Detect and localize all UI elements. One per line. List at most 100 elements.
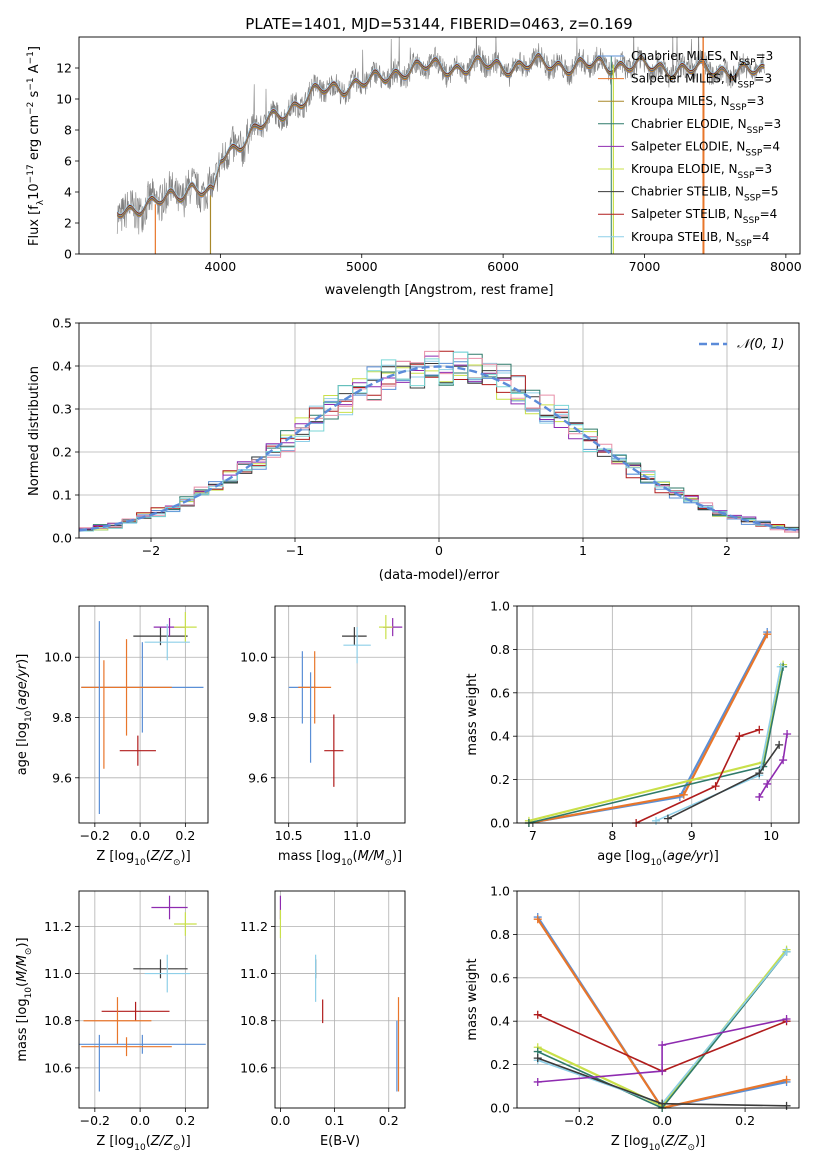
y-tick-label: 0.4 <box>52 359 72 374</box>
x-axis-label: (data-model)/error <box>379 568 500 583</box>
x-axis-label: wavelength [Angstrom, rest frame] <box>325 283 554 298</box>
y-tick-label: 11.2 <box>44 919 72 934</box>
weight-marker-4-2 <box>776 662 785 671</box>
x-tick-label: −1 <box>286 543 304 558</box>
weight-line-3 <box>537 951 788 1108</box>
axes-frame <box>78 36 801 255</box>
legend-label-2: Kroupa MILES, NSSP=3 <box>631 94 764 113</box>
y-tick-label: 0.0 <box>490 1101 510 1116</box>
weight-marker-5-0 <box>533 1054 542 1063</box>
y-tick-label: 9.8 <box>52 710 72 725</box>
y-tick-label: 0.3 <box>52 402 72 417</box>
weight-marker-1-2 <box>763 630 772 639</box>
y-axis-label: mass weight <box>465 673 480 755</box>
axes-frame <box>78 605 209 824</box>
gaussian-curve <box>79 365 799 532</box>
y-tick-label: 10.8 <box>44 1013 72 1028</box>
weight-marker-7-2 <box>779 756 788 765</box>
y-tick-label: 0.2 <box>490 1057 510 1072</box>
y-tick-label: 10.6 <box>240 1060 268 1075</box>
x-tick-label: 10.5 <box>275 828 303 843</box>
x-tick-label: 0.0 <box>270 1113 290 1128</box>
y-tick-label: 9.6 <box>248 770 268 785</box>
y-tick-label: 10.0 <box>44 650 72 665</box>
residuals-panel: −2 −1 0 1 2 0.0 0.1 0.2 0.3 0.4 0.5 𝒩(0, 1) (data-mo… <box>27 316 800 583</box>
legend-label-6: Chabrier STELIB, NSSP=5 <box>631 185 779 204</box>
x-axis-label: Z [log10(Z/Z⊙)] <box>96 849 190 868</box>
y-axis-label: Normed distribution <box>27 366 42 496</box>
weight-marker-5-0 <box>663 814 672 823</box>
spectrum-panel: 4000 5000 6000 7000 8000 0 2 4 6 8 10 12 Chabrier MI… <box>26 36 802 298</box>
y-tick-label: 9.8 <box>248 710 268 725</box>
y-tick-label: 11.0 <box>240 966 268 981</box>
y-tick-label: 11.2 <box>240 919 268 934</box>
x-tick-label: 0.2 <box>379 1113 399 1128</box>
x-tick-label: 5000 <box>346 259 378 274</box>
x-tick-label: 8000 <box>770 259 802 274</box>
legend-label-5: Kroupa ELODIE, NSSP=3 <box>631 162 772 181</box>
weight-line-1 <box>536 918 787 1108</box>
weight-marker-7-2 <box>658 1041 667 1050</box>
age-vs-metallicity-panel: −0.2 0.0 0.2 9.6 9.8 10.0 Z [log10(Z/Z⊙)] age [… <box>15 605 209 868</box>
y-tick-label: 11.0 <box>44 966 72 981</box>
weight-marker-1-0 <box>533 915 542 924</box>
y-axis-label: Flux [fλ10−17 erg cm−2 s−1 A−1] <box>26 46 46 246</box>
y-tick-label: 0.6 <box>490 685 510 700</box>
y-tick-label: 1.0 <box>490 599 510 614</box>
y-axis-label: mass weight <box>465 958 480 1040</box>
y-tick-label: 6 <box>64 154 72 169</box>
y-tick-label: 9.6 <box>52 770 72 785</box>
weight-marker-4-0 <box>652 816 661 825</box>
x-tick-label: −0.2 <box>80 828 110 843</box>
weight-marker-1-2 <box>782 1075 791 1084</box>
x-tick-label: 0.2 <box>735 1113 755 1128</box>
model-spectrum-8 <box>116 52 765 215</box>
y-tick-label: 0.0 <box>490 816 510 831</box>
weight-marker-7-1 <box>658 1067 667 1076</box>
x-tick-label: 0.2 <box>175 1113 195 1128</box>
y-tick-label: 2 <box>64 216 72 231</box>
y-tick-label: 0.5 <box>52 316 72 331</box>
weight-marker-7-1 <box>763 779 772 788</box>
age-vs-mass-panel: 10.5 11.0 9.6 9.8 10.0 mass [log10(M/M⊙)] <box>240 605 406 868</box>
figure-title: PLATE=1401, MJD=53144, FIBERID=0463, z=0… <box>245 15 632 33</box>
y-tick-label: 0.4 <box>490 729 510 744</box>
y-axis-label: age [log10(age/yr)] <box>15 654 34 776</box>
x-tick-label: 7000 <box>629 259 661 274</box>
weight-line-7 <box>537 1018 787 1083</box>
x-tick-label: 0.0 <box>652 1113 672 1128</box>
axes-frame <box>78 890 209 1109</box>
legend-label-gaussian: 𝒩(0, 1) <box>737 337 784 352</box>
x-tick-label: −2 <box>142 543 160 558</box>
y-tick-label: 10.6 <box>44 1060 72 1075</box>
x-axis-label: mass [log10(M/M⊙)] <box>278 849 402 868</box>
weight-marker-5-2 <box>782 1101 791 1110</box>
x-tick-label: 8 <box>608 828 616 843</box>
x-tick-label: 1 <box>579 543 587 558</box>
legend-label-8: Kroupa STELIB, NSSP=4 <box>631 230 769 249</box>
weight-marker-5-2 <box>775 740 784 749</box>
weight-marker-6-0 <box>533 1010 542 1019</box>
x-tick-label: 0.1 <box>325 1113 345 1128</box>
y-tick-label: 8 <box>64 123 72 138</box>
axes-frame <box>274 605 406 824</box>
weight-marker-5-1 <box>755 769 764 778</box>
x-tick-label: 0.2 <box>175 828 195 843</box>
weight-line-7 <box>758 733 788 798</box>
weight-marker-5-1 <box>658 1099 667 1108</box>
y-tick-label: 10.8 <box>240 1013 268 1028</box>
y-tick-label: 10 <box>56 92 72 107</box>
axes-frame <box>516 890 800 1109</box>
x-tick-label: 7 <box>529 828 537 843</box>
y-tick-label: 1.0 <box>490 884 510 899</box>
residual-histogram-8 <box>79 351 799 532</box>
x-axis-label: age [log10(age/yr)] <box>597 849 719 868</box>
weight-marker-4-2 <box>782 947 791 956</box>
y-tick-label: 0.2 <box>490 772 510 787</box>
mass-vs-metallicity-panel: −0.2 0.0 0.2 10.6 10.8 11.0 11.2 Z [log10(Z/Z⊙)… <box>15 890 209 1153</box>
weight-marker-6-3 <box>755 725 764 734</box>
y-tick-label: 0.2 <box>52 445 72 460</box>
y-axis-label: mass [log10(M/M⊙)] <box>15 937 34 1061</box>
y-tick-label: 0.4 <box>490 1014 510 1029</box>
weight-marker-6-1 <box>711 782 720 791</box>
